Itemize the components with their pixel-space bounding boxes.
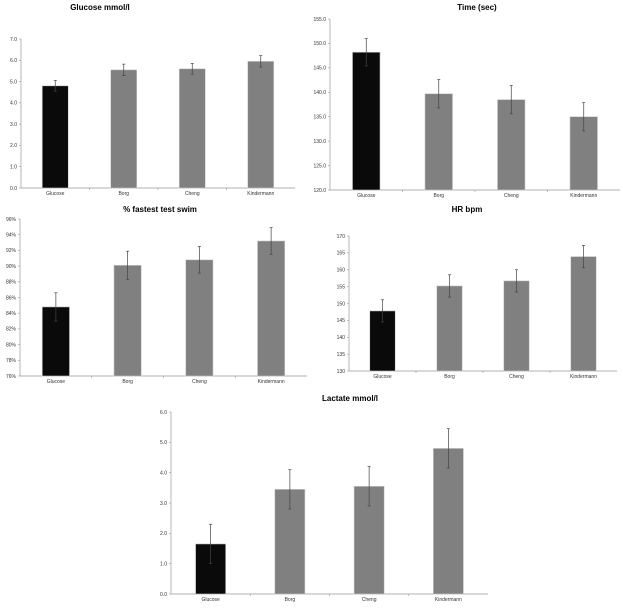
y-tick-label: 88%	[6, 280, 17, 286]
hr-chart: HR bpm 130 135 140 145 150 155 160 165 170 Glucose…	[337, 205, 617, 380]
category-label: Borg	[122, 379, 133, 385]
bar-cheng	[185, 259, 214, 377]
y-tick-label: 2.0	[160, 531, 167, 537]
category-label: Cheng	[509, 374, 524, 380]
y-tick-label: 130	[337, 369, 346, 375]
category-label: Borg	[444, 374, 455, 380]
y-tick-label: 7.0	[10, 37, 17, 43]
category-label: Glucose	[46, 191, 65, 197]
y-tick-label: 5.0	[160, 440, 167, 446]
y-tick-label: 125.0	[313, 163, 326, 169]
y-tick-label: 120.0	[313, 188, 326, 194]
chart-title: Glucose mmol/l	[70, 3, 130, 12]
category-label: Borg	[285, 597, 296, 603]
y-tick-label: 1.0	[160, 561, 167, 567]
category-label: Cheng	[185, 191, 200, 197]
bar-cheng	[497, 99, 526, 191]
y-tick-label: 90%	[6, 264, 17, 270]
y-tick-label: 84%	[6, 311, 17, 317]
y-tick-label: 86%	[6, 295, 17, 301]
bar-kindermann	[257, 240, 286, 377]
y-tick-label: 165	[337, 251, 346, 257]
y-tick-label: 4.0	[10, 101, 17, 107]
y-tick-label: 135.0	[313, 115, 326, 121]
time-chart: Time (sec) 120.0 125.0 130.0 135.0 140.0 145.0…	[313, 3, 620, 199]
y-tick-label: 1.0	[10, 165, 17, 171]
bar-borg	[110, 69, 138, 189]
category-label: Glucose	[47, 379, 66, 385]
y-tick-label: 150	[337, 301, 346, 307]
category-label: Borg	[433, 193, 444, 199]
category-label: Kindermann	[258, 379, 285, 385]
category-label: Kindermann	[435, 597, 462, 603]
y-tick-label: 150.0	[313, 41, 326, 47]
category-label: Glucose	[201, 597, 220, 603]
chart-title: % fastest test swim	[123, 205, 197, 214]
y-tick-label: 140	[337, 335, 346, 341]
chart-title: HR bpm	[452, 205, 483, 214]
category-label: Kindermann	[247, 191, 274, 197]
y-tick-label: 4.0	[160, 470, 167, 476]
bar-kindermann	[247, 61, 275, 189]
category-label: Borg	[118, 191, 129, 197]
category-label: Glucose	[357, 193, 376, 199]
y-tick-label: 0.0	[160, 592, 167, 598]
y-tick-label: 155.0	[313, 17, 326, 23]
bar-glucose	[352, 51, 381, 191]
lactate-chart: Lactate mmol/l 0.0 1.0 2.0 3.0 4.0 5.0 6.0 Gluco…	[160, 394, 488, 603]
fastest-swim-chart: % fastest test swim 76% 78% 80% 82% 84% 86% 88%…	[6, 205, 307, 385]
bar-cheng	[503, 280, 530, 372]
category-label: Cheng	[362, 597, 377, 603]
y-tick-label: 155	[337, 284, 346, 290]
glucose-chart: Glucose mmol/l 0.0 1.0 2.0 3.0 4.0 5.0 6.0 7.0 Gl…	[10, 3, 295, 197]
y-tick-label: 3.0	[10, 122, 17, 128]
y-tick-label: 160	[337, 268, 346, 274]
category-label: Kindermann	[570, 193, 597, 199]
y-tick-label: 2.0	[10, 143, 17, 149]
y-tick-label: 135	[337, 352, 346, 358]
y-tick-label: 130.0	[313, 139, 326, 145]
y-tick-label: 170	[337, 234, 346, 240]
y-tick-label: 140.0	[313, 90, 326, 96]
chart-title: Time (sec)	[457, 3, 497, 12]
y-tick-label: 78%	[6, 358, 17, 364]
y-tick-label: 6.0	[160, 410, 167, 416]
y-tick-label: 0.0	[10, 186, 17, 192]
bar-glucose	[41, 85, 69, 189]
y-tick-label: 82%	[6, 327, 17, 333]
bar-borg	[424, 93, 453, 191]
y-tick-label: 94%	[6, 233, 17, 239]
y-tick-label: 80%	[6, 342, 17, 348]
y-tick-label: 76%	[6, 374, 17, 380]
y-tick-label: 6.0	[10, 58, 17, 64]
category-label: Cheng	[504, 193, 519, 199]
bar-kindermann	[570, 256, 597, 372]
bar-borg	[436, 285, 463, 372]
chart-title: Lactate mmol/l	[322, 394, 378, 403]
category-label: Kindermann	[570, 374, 597, 380]
y-tick-label: 5.0	[10, 79, 17, 85]
category-label: Cheng	[192, 379, 207, 385]
bar-cheng	[178, 68, 206, 189]
bar-borg	[113, 265, 142, 377]
y-tick-label: 92%	[6, 248, 17, 254]
category-label: Glucose	[373, 374, 392, 380]
bar-kindermann	[433, 448, 464, 595]
y-tick-label: 96%	[6, 217, 17, 223]
y-tick-label: 145	[337, 318, 346, 324]
y-tick-label: 145.0	[313, 66, 326, 72]
y-tick-label: 3.0	[160, 501, 167, 507]
